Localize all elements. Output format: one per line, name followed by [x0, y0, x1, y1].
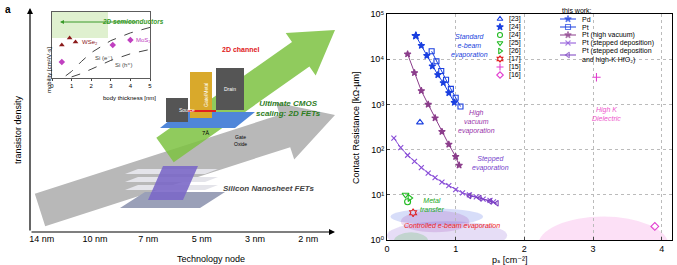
svg-text:High KDielectric: High KDielectric [592, 106, 621, 122]
svg-text:Gate/Metal: Gate/Metal [203, 83, 209, 107]
svg-text:7 nm: 7 nm [138, 234, 158, 244]
svg-text:GateOxide: GateOxide [234, 134, 247, 147]
svg-text:7Å: 7Å [202, 130, 209, 136]
svg-text:4: 4 [129, 83, 133, 89]
svg-text:Drain: Drain [224, 86, 236, 92]
svg-text:0: 0 [384, 244, 389, 254]
svg-text:mobility [cm²/V·s]: mobility [cm²/V·s] [46, 47, 52, 93]
svg-text:5 nm: 5 nm [192, 234, 212, 244]
svg-text:10⁰: 10⁰ [371, 235, 385, 245]
svg-text:[23]: [23] [509, 15, 521, 23]
svg-text:2D channel: 2D channel [222, 46, 259, 53]
svg-text:0: 0 [50, 83, 54, 89]
svg-text:body thickness [nm]: body thickness [nm] [103, 95, 156, 101]
svg-text:Si (e⁻): Si (e⁻) [95, 55, 113, 61]
svg-text:10 nm: 10 nm [82, 234, 107, 244]
svg-text:14 nm: 14 nm [29, 234, 54, 244]
svg-text:WSe₂: WSe₂ [82, 39, 98, 45]
svg-text:[17]: [17] [509, 55, 521, 63]
svg-text:Pt (high vacuum): Pt (high vacuum) [582, 31, 635, 39]
svg-text:1: 1 [453, 244, 458, 254]
svg-text:Pd: Pd [582, 16, 591, 23]
svg-text:Pt (stepped depositionand high: Pt (stepped depositionand high-K HfO₂) [582, 47, 652, 64]
svg-text:[15]: [15] [509, 63, 521, 71]
svg-text:Silicon Nanosheet FETs: Silicon Nanosheet FETs [223, 184, 314, 193]
svg-text:[16]: [16] [509, 71, 521, 79]
svg-text:10¹: 10¹ [371, 190, 384, 200]
svg-text:Pt (stepped deposition): Pt (stepped deposition) [582, 39, 654, 47]
svg-text:[25]: [25] [509, 39, 521, 47]
svg-text:Highvacuumevaporation: Highvacuumevaporation [458, 109, 495, 135]
svg-text:[26]: [26] [509, 47, 521, 55]
svg-text:Pt: Pt [582, 24, 589, 31]
svg-text:1: 1 [70, 83, 74, 89]
svg-text:2: 2 [522, 244, 527, 254]
svg-text:2 nm: 2 nm [298, 234, 318, 244]
svg-text:4: 4 [659, 244, 664, 254]
svg-text:Ultimate CMOSscaling: 2D FETs: Ultimate CMOSscaling: 2D FETs [256, 99, 321, 118]
svg-text:MoS₂: MoS₂ [136, 37, 151, 43]
svg-text:[24]: [24] [509, 31, 521, 39]
svg-text:Si (h⁺): Si (h⁺) [115, 62, 133, 68]
svg-text:pₛ [cm⁻²]: pₛ [cm⁻²] [492, 255, 528, 265]
svg-text:Source: Source [179, 107, 195, 113]
svg-text:3 nm: 3 nm [245, 234, 265, 244]
svg-text:10²: 10² [371, 145, 384, 155]
svg-text:Controlled e-beam evaporation: Controlled e-beam evaporation [404, 222, 500, 230]
svg-text:2D semiconductors: 2D semiconductors [102, 18, 164, 25]
svg-text:Technology node: Technology node [177, 254, 245, 264]
svg-text:10³: 10³ [371, 100, 384, 110]
svg-text:a: a [5, 4, 11, 15]
svg-text:3: 3 [109, 83, 113, 89]
svg-text:[24]: [24] [509, 23, 521, 31]
svg-text:transistor density: transistor density [13, 95, 23, 164]
svg-text:Contact Resistance [kΩ-µm]: Contact Resistance [kΩ-µm] [351, 72, 361, 184]
svg-text:2: 2 [90, 83, 94, 89]
svg-text:10⁴: 10⁴ [370, 54, 384, 64]
svg-text:3: 3 [591, 244, 596, 254]
svg-text:5: 5 [148, 83, 152, 89]
svg-text:Steppedevaporation: Steppedevaporation [472, 155, 509, 172]
svg-text:10⁵: 10⁵ [370, 9, 384, 19]
svg-text:Standarde-beamevaporation: Standarde-beamevaporation [451, 33, 488, 59]
svg-text:Metaltransfer: Metaltransfer [420, 197, 444, 213]
svg-text:this work:: this work: [562, 7, 592, 14]
